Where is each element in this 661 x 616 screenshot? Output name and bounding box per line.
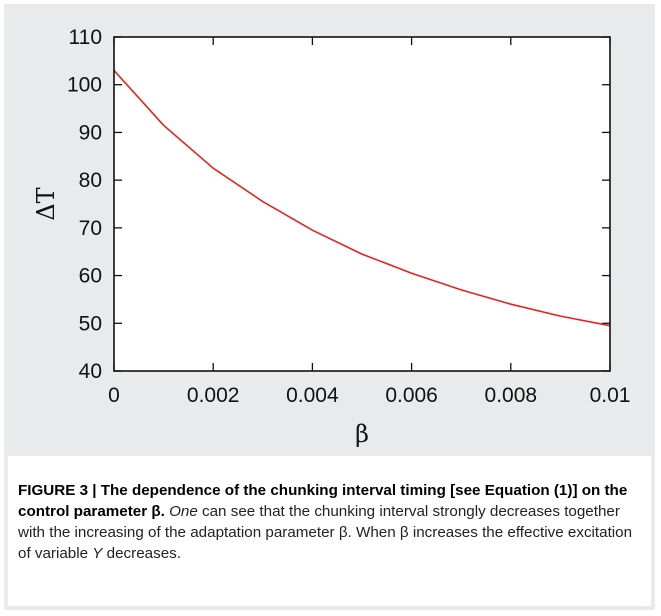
- x-tick-label: 0.006: [385, 384, 438, 407]
- caption-part1-italic: One: [169, 503, 198, 520]
- y-tick-label: 70: [79, 217, 102, 240]
- x-tick-label: 0.01: [590, 384, 631, 407]
- y-tick-label: 80: [79, 169, 102, 192]
- figure-caption: FIGURE 3 | The dependence of the chunkin…: [4, 456, 655, 610]
- caption-part2-italic: Y: [92, 545, 103, 562]
- plot-background: [114, 37, 610, 371]
- x-axis-label: β: [355, 420, 369, 448]
- line-chart: 40 50 60 70 80 90 100 110 0 0.002 0.004 0.006 0.008 0…: [32, 26, 631, 448]
- caption-part2: can see that the chunking interval stron…: [18, 503, 633, 562]
- y-tick-label: 90: [79, 121, 102, 144]
- y-tick-label: 100: [67, 74, 102, 97]
- series-line: [113, 69, 611, 327]
- y-axis-label: ΔT: [32, 187, 60, 220]
- y-tick-label: 60: [79, 265, 102, 288]
- x-tick-label: 0.008: [485, 384, 538, 407]
- y-tick-label: 110: [69, 26, 102, 49]
- figure: 40 50 60 70 80 90 100 110 0 0.002 0.004 0.006 0.008 0…: [4, 4, 655, 610]
- x-tick-label: 0.004: [286, 384, 339, 407]
- plot-frame: [113, 36, 611, 372]
- caption-part3: decreases.: [102, 545, 181, 562]
- plot-area: 40 50 60 70 80 90 100 110 0 0.002 0.004 0.006 0.008 0…: [4, 4, 655, 456]
- x-tick-label: 0.002: [187, 384, 240, 407]
- y-tick-label: 50: [79, 312, 102, 335]
- caption-lead: FIGURE 3 | The dependence of the chunkin…: [18, 482, 628, 520]
- y-tick-label: 40: [79, 360, 102, 383]
- x-tick-label: 0: [108, 384, 120, 407]
